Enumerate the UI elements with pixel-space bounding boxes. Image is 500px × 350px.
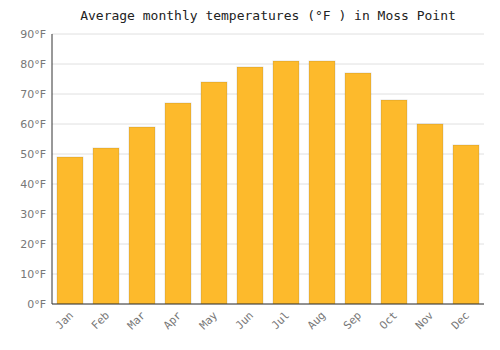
bar	[129, 127, 155, 304]
x-tick-label: Dec	[449, 309, 472, 332]
y-tick-label: 70°F	[20, 88, 46, 101]
grid	[52, 34, 484, 304]
bar	[453, 145, 479, 304]
bar	[381, 100, 407, 304]
bar	[417, 124, 443, 304]
grid-line	[52, 304, 484, 305]
y-axis-line	[52, 34, 53, 304]
bars	[57, 61, 479, 304]
x-tick-label: Jun	[233, 309, 256, 332]
x-axis-line	[52, 304, 484, 305]
y-tick-label: 50°F	[20, 148, 46, 161]
y-tick-label: 0°F	[27, 298, 46, 311]
y-tick-label: 20°F	[20, 238, 46, 251]
x-tick-label: May	[197, 309, 221, 333]
x-tick-label: Mar	[125, 309, 149, 333]
x-tick-label: Jul	[269, 309, 292, 332]
y-tick-label: 10°F	[20, 268, 46, 281]
bar	[345, 73, 371, 304]
y-tick-label: 90°F	[20, 28, 46, 41]
y-tick-label: 40°F	[20, 178, 46, 191]
bar	[309, 61, 335, 304]
chart-svg: Average monthly temperatures (°F ) in Mo…	[0, 0, 500, 350]
grid-line	[52, 64, 484, 65]
bar	[201, 82, 227, 304]
x-tick-label: Sep	[341, 309, 364, 332]
bar	[165, 103, 191, 304]
x-tick-label: Oct	[377, 309, 400, 332]
x-tick-label: Feb	[89, 309, 112, 332]
bar	[273, 61, 299, 304]
x-tick-label: Apr	[161, 309, 185, 333]
x-tick-label: Aug	[305, 309, 328, 332]
bar	[237, 67, 263, 304]
y-tick-label: 80°F	[20, 58, 46, 71]
y-tick-labels: 0°F 10°F 20°F 30°F 40°F 50°F 60°F 70°F 80°F 90°F	[20, 28, 46, 311]
grid-line	[52, 34, 484, 35]
chart-container: Average monthly temperatures (°F ) in Mo…	[0, 0, 500, 350]
title: Average monthly temperatures (°F ) in Mo…	[80, 8, 456, 23]
y-tick-label: 60°F	[20, 118, 46, 131]
bar	[57, 157, 83, 304]
x-tick-labels: Jan Feb Mar Apr May Jun Jul Aug Sep Oct Nov Dec	[53, 309, 472, 333]
x-tick-label: Nov	[413, 309, 437, 333]
page: {"chart_data": {"type": "bar", "title": …	[0, 0, 500, 350]
grid-line	[52, 94, 484, 95]
bar	[93, 148, 119, 304]
x-tick-label: Jan	[53, 309, 76, 332]
y-tick-label: 30°F	[20, 208, 46, 221]
